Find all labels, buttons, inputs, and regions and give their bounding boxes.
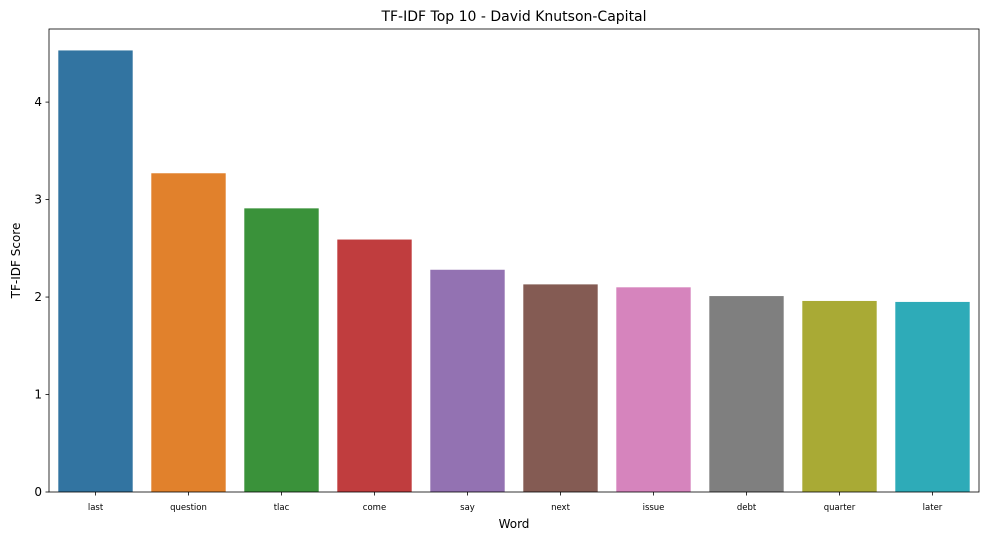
- x-tick-label: next: [551, 503, 570, 513]
- y-tick-label: 0: [34, 485, 42, 499]
- x-axis-label: Word: [499, 517, 530, 531]
- x-tick-label: debt: [737, 503, 757, 513]
- bar-debt: [709, 296, 784, 492]
- x-tick-label: question: [170, 503, 207, 513]
- y-axis-label: TF-IDF Score: [9, 223, 23, 300]
- x-tick-label: last: [88, 503, 104, 513]
- x-tick-label: say: [460, 503, 475, 513]
- x-tick-label: come: [363, 503, 386, 513]
- y-tick-label: 1: [34, 388, 42, 402]
- bar-tlac: [244, 208, 319, 493]
- bar-question: [151, 173, 226, 492]
- x-tick-label: tlac: [274, 503, 290, 513]
- y-axis: 0 1 2 3 4: [34, 95, 49, 499]
- x-tick-label: later: [923, 503, 943, 513]
- bar-later: [895, 301, 970, 492]
- y-tick-label: 4: [34, 95, 42, 109]
- bar-come: [337, 239, 412, 492]
- chart-title: TF-IDF Top 10 - David Knutson-Capital: [380, 9, 646, 25]
- y-tick-label: 3: [34, 193, 42, 207]
- bar-last: [58, 50, 133, 492]
- bars-group: [58, 50, 970, 493]
- y-tick-label: 2: [34, 290, 42, 304]
- x-axis: last question tlac come say next issue debt quar…: [88, 492, 943, 513]
- bar-next: [523, 284, 598, 492]
- bar-issue: [616, 287, 691, 492]
- x-tick-label: quarter: [824, 503, 856, 513]
- bar-say: [430, 269, 505, 492]
- plot-frame: [48, 28, 980, 493]
- bar-quarter: [802, 300, 877, 492]
- x-tick-label: issue: [643, 503, 665, 513]
